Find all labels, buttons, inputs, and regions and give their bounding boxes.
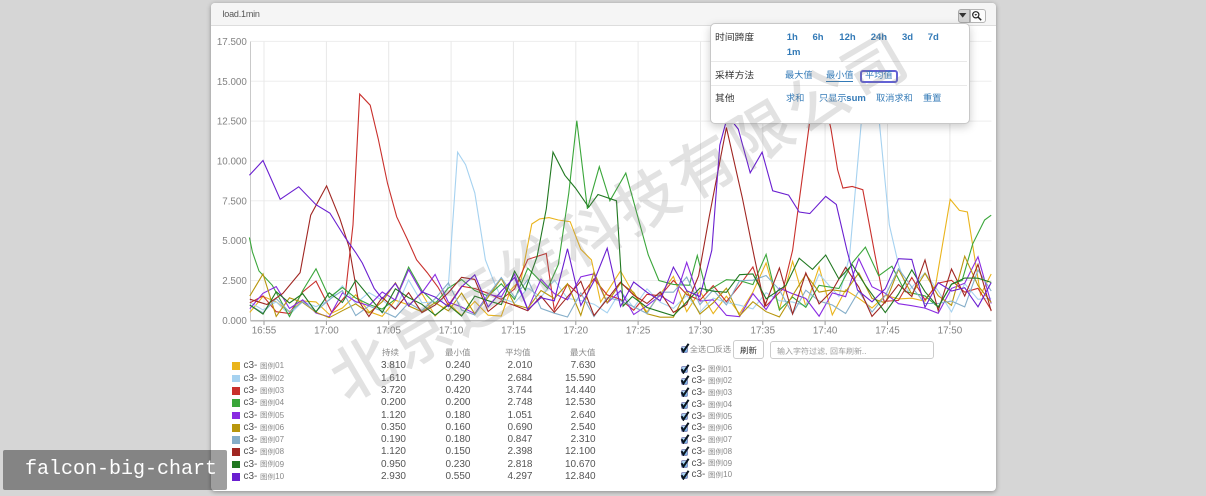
svg-text:12.500: 12.500 xyxy=(217,117,248,128)
svg-text:17:10: 17:10 xyxy=(439,326,464,337)
svg-text:17:05: 17:05 xyxy=(376,326,401,337)
svg-text:15.000: 15.000 xyxy=(217,77,248,88)
svg-text:17:25: 17:25 xyxy=(626,326,651,337)
svg-text:17:45: 17:45 xyxy=(875,326,900,337)
svg-text:17:00: 17:00 xyxy=(314,326,339,337)
svg-text:2.500: 2.500 xyxy=(222,276,247,287)
svg-text:17:20: 17:20 xyxy=(564,326,589,337)
svg-text:0.000: 0.000 xyxy=(222,316,247,327)
svg-text:17:35: 17:35 xyxy=(751,326,776,337)
svg-text:17:50: 17:50 xyxy=(938,326,963,337)
svg-text:17:40: 17:40 xyxy=(813,326,838,337)
svg-text:17:30: 17:30 xyxy=(688,326,713,337)
svg-text:16:55: 16:55 xyxy=(252,326,277,337)
svg-text:17:15: 17:15 xyxy=(501,326,526,337)
svg-text:10.000: 10.000 xyxy=(217,157,248,168)
svg-text:7.500: 7.500 xyxy=(222,196,247,207)
svg-text:5.000: 5.000 xyxy=(222,236,247,247)
svg-text:17.500: 17.500 xyxy=(217,37,248,48)
